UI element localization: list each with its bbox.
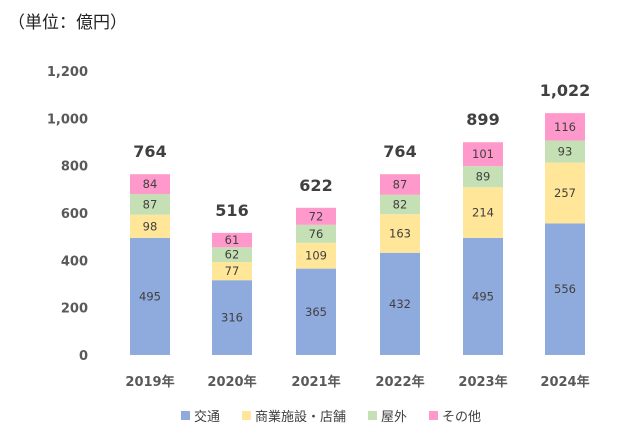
total-label: 1,022	[540, 81, 591, 100]
legend-label: その他	[442, 410, 482, 425]
legend-swatch	[429, 411, 439, 420]
legend-label: 商業施設・店舗	[254, 410, 346, 425]
segment-value-label: 432	[389, 297, 411, 311]
bar-segment	[130, 237, 170, 355]
y-tick-label: 1,200	[47, 65, 88, 80]
segment-value-label: 101	[472, 147, 494, 161]
total-label: 516	[215, 201, 248, 220]
x-tick-label: 2023年	[458, 374, 507, 390]
segment-value-label: 214	[472, 206, 494, 220]
segment-value-label: 82	[393, 197, 408, 211]
bar-segment	[545, 113, 585, 141]
x-tick-label: 2022年	[375, 374, 424, 390]
legend-item: 商業施設・店舗	[241, 406, 346, 425]
y-tick-label: 1,000	[47, 112, 88, 127]
total-label: 899	[466, 110, 499, 129]
bar-segment	[212, 280, 252, 355]
bar-segment	[463, 237, 503, 355]
segment-value-label: 109	[305, 249, 327, 263]
segment-value-label: 87	[393, 177, 408, 191]
bar-segment	[212, 232, 252, 248]
bar-segment	[212, 261, 252, 281]
x-tick-label: 2020年	[207, 374, 256, 390]
total-label: 764	[133, 142, 166, 161]
bar-segment	[296, 268, 336, 355]
legend-item: その他	[429, 406, 481, 425]
bar-segment	[130, 194, 170, 215]
bar-segment	[380, 214, 420, 253]
legend: 交通 商業施設・店舗 屋外 その他	[0, 406, 622, 425]
legend-item: 交通	[180, 406, 220, 425]
segment-value-label: 116	[554, 120, 576, 134]
bar-segment	[545, 162, 585, 224]
legend-label: 交通	[193, 410, 220, 425]
segment-value-label: 556	[554, 282, 576, 296]
y-tick-label: 600	[61, 207, 88, 222]
segment-value-label: 495	[472, 289, 494, 303]
total-label: 622	[299, 176, 332, 195]
segment-value-label: 72	[309, 209, 324, 223]
x-tick-label: 2019年	[125, 374, 174, 390]
segment-value-label: 77	[225, 264, 240, 278]
bar-segment	[463, 166, 503, 188]
segment-value-label: 257	[554, 186, 576, 200]
segment-value-label: 365	[305, 305, 327, 319]
bar-segment	[380, 174, 420, 195]
x-tick-label: 2024年	[540, 374, 589, 390]
segment-value-label: 316	[221, 311, 243, 325]
legend-swatch	[241, 411, 251, 420]
bar-segment	[380, 252, 420, 355]
bar-segment	[463, 187, 503, 238]
segment-value-label: 61	[225, 233, 240, 247]
segment-value-label: 84	[143, 177, 158, 191]
bar-segment	[545, 140, 585, 163]
bar-segment	[296, 242, 336, 269]
segment-value-label: 62	[225, 248, 240, 262]
segment-value-label: 89	[476, 170, 491, 184]
segment-value-label: 495	[139, 289, 161, 303]
bar-segment	[130, 214, 170, 238]
segment-value-label: 98	[143, 219, 158, 233]
legend-swatch	[180, 411, 190, 420]
legend-label: 屋外	[381, 410, 408, 425]
y-tick-label: 400	[61, 254, 88, 269]
unit-label: （単位：億円）	[8, 13, 127, 33]
bar-segment	[380, 194, 420, 215]
bar-segment	[130, 174, 170, 195]
y-tick-label: 800	[61, 160, 88, 175]
segment-value-label: 87	[143, 197, 158, 211]
bar-segment	[545, 223, 585, 355]
segment-value-label: 76	[309, 227, 324, 241]
legend-swatch	[368, 411, 377, 420]
bar-segment	[463, 142, 503, 167]
legend-item: 屋外	[368, 406, 407, 425]
total-label: 764	[383, 142, 416, 161]
x-tick-label: 2021年	[291, 374, 340, 390]
bar-segment	[296, 224, 336, 243]
segment-value-label: 163	[389, 226, 411, 240]
bar-segment	[212, 247, 252, 262]
bar-segment	[296, 207, 336, 225]
y-tick-label: 0	[79, 349, 88, 364]
y-tick-label: 200	[61, 302, 88, 317]
segment-value-label: 93	[558, 145, 573, 159]
